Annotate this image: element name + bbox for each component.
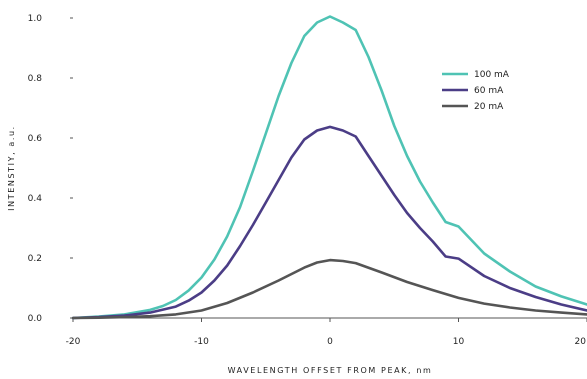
x-tick-label: 0 (327, 337, 333, 347)
y-tick-label: 0.4 (28, 194, 43, 204)
series-line-2 (71, 125, 587, 320)
axes-layer: -20 -10 0 10 20 0.0 0.2 0.4 0.6 0.8 1.0 (28, 14, 587, 347)
legend: 100 mA 60 mA 20 mA (442, 70, 510, 112)
x-tick-label: -20 (66, 337, 81, 347)
y-tick-label: 0.2 (28, 254, 42, 264)
y-axis-title: INTENSTIY, a.u. (7, 125, 16, 211)
series-layer (71, 15, 587, 320)
x-axis-title: WAVELENGTH OFFSET FROM PEAK, nm (228, 366, 433, 375)
series-line-3 (71, 258, 587, 320)
x-tick-label: 20 (575, 337, 587, 347)
y-tick-label: 0.0 (28, 314, 43, 324)
x-tick-label: 10 (453, 337, 465, 347)
x-tick-label: -10 (194, 337, 209, 347)
y-tick-label: 0.8 (28, 74, 43, 84)
legend-label: 20 mA (474, 102, 504, 112)
series-line-1 (71, 15, 587, 320)
y-tick-label: 1.0 (28, 14, 43, 24)
legend-label: 100 mA (474, 70, 510, 80)
y-tick-label: 0.6 (28, 134, 43, 144)
legend-label: 60 mA (474, 86, 504, 96)
